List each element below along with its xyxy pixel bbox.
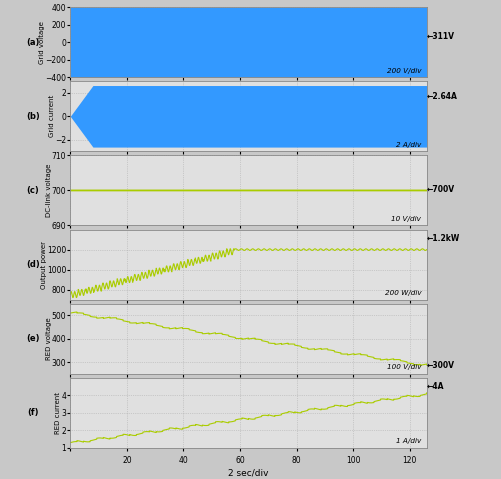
X-axis label: 2 sec/div: 2 sec/div [228, 468, 268, 478]
Text: (a): (a) [26, 38, 40, 46]
Text: (e): (e) [26, 334, 40, 343]
Y-axis label: RED current: RED current [55, 392, 61, 434]
Text: (b): (b) [26, 112, 40, 121]
Text: ←1.2kW: ←1.2kW [426, 234, 459, 243]
Text: (c): (c) [27, 186, 39, 195]
Text: ←700V: ←700V [426, 184, 454, 194]
Text: ←2.64A: ←2.64A [426, 92, 457, 101]
Y-axis label: Grid voltage: Grid voltage [39, 21, 45, 64]
Y-axis label: RED voltage: RED voltage [46, 318, 52, 360]
Y-axis label: Output power: Output power [41, 240, 47, 289]
Y-axis label: Grid current: Grid current [49, 95, 55, 137]
Y-axis label: DC-link voltage: DC-link voltage [46, 164, 52, 217]
Text: ←4A: ←4A [426, 382, 443, 391]
Text: ←300V: ←300V [426, 361, 454, 370]
Text: (d): (d) [26, 260, 40, 269]
Text: 2 A/div: 2 A/div [395, 142, 420, 148]
Text: 10 V/div: 10 V/div [391, 216, 420, 222]
Text: (f): (f) [27, 409, 39, 417]
Text: 100 V/div: 100 V/div [386, 364, 420, 370]
Text: 1 A/div: 1 A/div [395, 438, 420, 445]
Text: 200 W/div: 200 W/div [384, 290, 420, 296]
Text: 200 V/div: 200 V/div [386, 68, 420, 74]
Text: ←311V: ←311V [426, 32, 454, 41]
